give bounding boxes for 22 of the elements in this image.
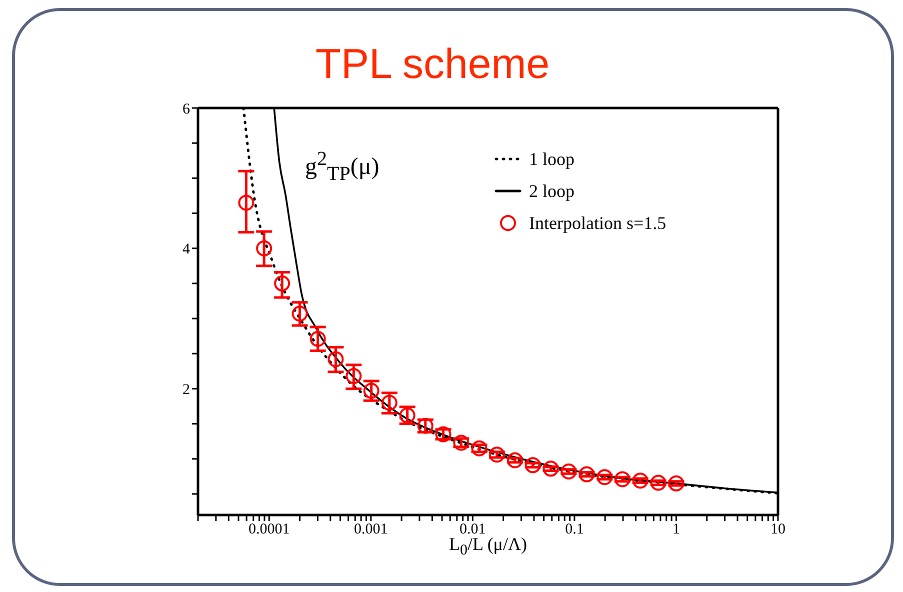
x-tick-label: 0.0001 xyxy=(248,522,290,538)
point xyxy=(256,240,272,256)
annotation: g$^{2}$$_{TP}$(μ) xyxy=(305,148,380,186)
point xyxy=(310,330,326,347)
y-tick-label: 2 xyxy=(182,382,190,398)
legend-label: Interpolation s=1.5 xyxy=(529,212,666,234)
point xyxy=(292,306,308,322)
point xyxy=(274,275,290,292)
legend-label: 2 loop xyxy=(529,180,575,202)
point xyxy=(381,394,398,411)
y-tick-label: 6 xyxy=(182,101,190,118)
x-tick-label: 10 xyxy=(770,522,786,538)
x-tick-label: 0.1 xyxy=(565,522,584,538)
point xyxy=(363,382,380,399)
chart-title: TPL scheme xyxy=(314,40,551,88)
point xyxy=(238,194,254,211)
x-tick-label: 0.001 xyxy=(354,522,388,538)
point xyxy=(346,368,362,384)
legend-label: 1 loop xyxy=(529,148,575,170)
point xyxy=(328,351,344,368)
x-tick-label: 1 xyxy=(672,522,680,538)
y-tick-label: 4 xyxy=(182,242,190,258)
